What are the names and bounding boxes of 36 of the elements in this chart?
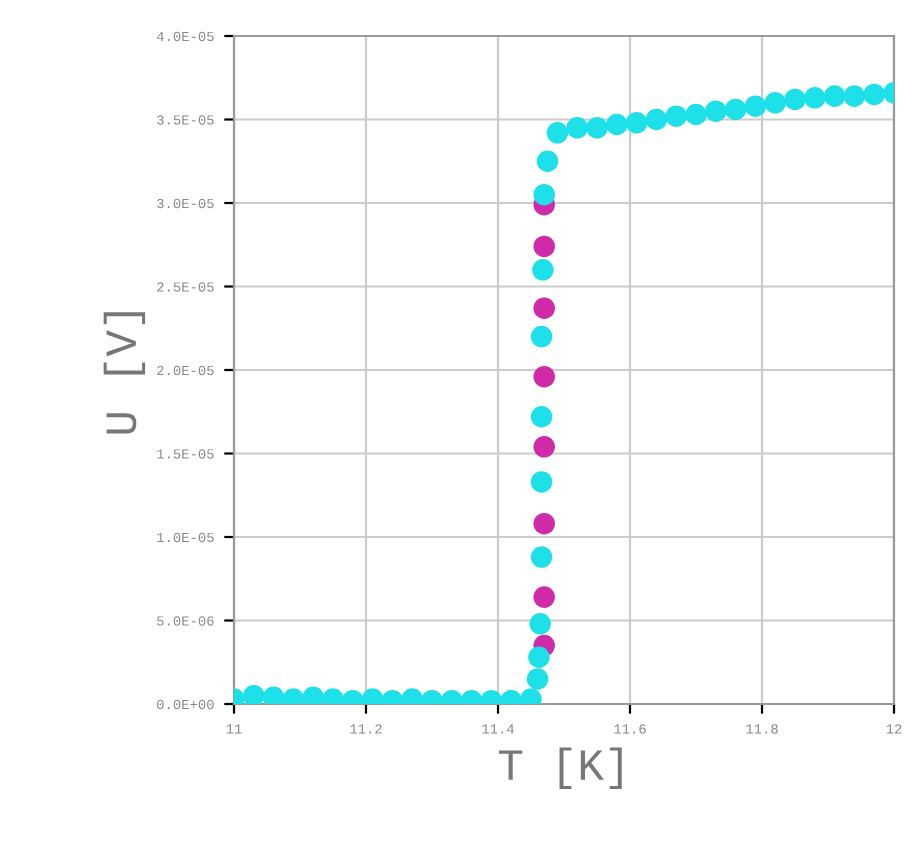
point xyxy=(529,613,551,635)
point xyxy=(533,235,555,258)
point xyxy=(533,512,555,535)
point xyxy=(533,586,555,608)
point xyxy=(784,88,806,111)
point xyxy=(625,112,648,134)
point xyxy=(744,95,767,117)
point xyxy=(804,87,826,109)
point xyxy=(645,108,668,131)
point xyxy=(724,98,747,121)
point xyxy=(243,684,265,704)
point xyxy=(530,325,553,348)
point xyxy=(546,122,569,144)
point xyxy=(705,100,727,122)
point xyxy=(528,646,550,668)
y-axis-title: U [V] xyxy=(103,312,146,434)
point xyxy=(530,546,553,568)
point xyxy=(606,113,628,136)
point xyxy=(533,365,555,388)
point xyxy=(530,471,553,493)
point xyxy=(536,150,559,173)
point xyxy=(533,183,555,206)
point xyxy=(863,83,885,106)
point xyxy=(526,668,549,690)
x-axis-title: T [K] xyxy=(498,747,622,789)
point xyxy=(665,105,687,127)
point xyxy=(823,85,846,107)
point xyxy=(566,117,588,139)
point xyxy=(532,259,554,281)
point xyxy=(533,297,555,319)
point xyxy=(586,117,608,139)
point xyxy=(843,85,866,107)
point xyxy=(685,103,707,126)
point xyxy=(764,92,786,114)
point xyxy=(533,436,555,458)
point xyxy=(530,406,553,428)
